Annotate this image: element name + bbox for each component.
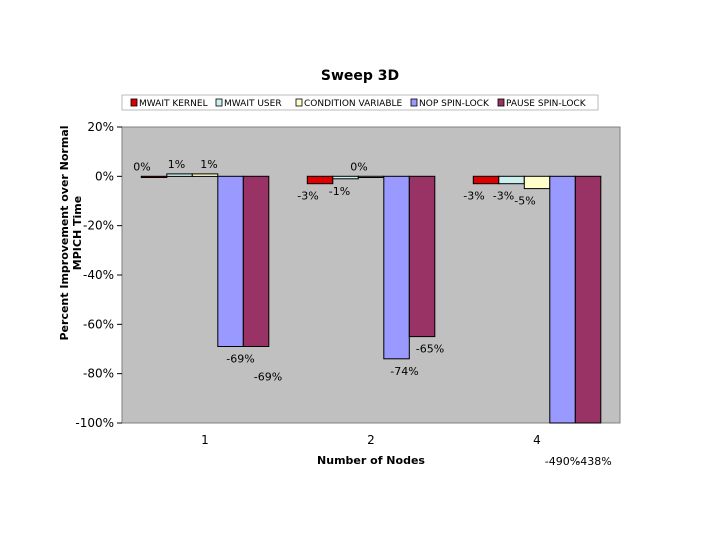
- x-tick-label: 4: [533, 433, 541, 447]
- data-label: -65%: [416, 343, 444, 356]
- bar: [498, 175, 525, 185]
- y-tick-label: -20%: [83, 219, 114, 233]
- y-axis-title-line-1: Percent Improvement over Normal: [58, 125, 71, 340]
- data-label: -3%: [297, 190, 318, 203]
- data-labels: 0% -3% -3% 1% -1% -3% 1% 0% -5% -69% -74% -490% -69%…: [133, 158, 611, 468]
- legend-label: CONDITION VARIABLE: [304, 99, 403, 109]
- data-label: -5%: [514, 195, 535, 208]
- bar: [140, 175, 168, 179]
- data-label: -3%: [463, 190, 484, 203]
- bar: [383, 175, 410, 360]
- y-tick-label: -60%: [83, 317, 114, 331]
- legend-swatch: [295, 98, 303, 107]
- data-label: -438%: [576, 455, 611, 468]
- bar: [191, 173, 219, 177]
- data-label: 1%: [168, 158, 185, 171]
- plot-area: [121, 126, 621, 424]
- x-tick-label: 1: [201, 433, 209, 447]
- y-tick-label: -100%: [75, 416, 114, 430]
- bar: [217, 175, 244, 347]
- bar: [472, 175, 500, 185]
- data-label: 0%: [133, 160, 150, 173]
- y-tick-label: 20%: [87, 120, 114, 134]
- data-label: -69%: [254, 371, 282, 384]
- x-axis-title: Number of Nodes: [317, 454, 425, 467]
- legend-swatch: [215, 98, 223, 107]
- data-label: -74%: [390, 365, 418, 378]
- legend: MWAIT KERNEL MWAIT USER CONDITION VARIABLE…: [121, 94, 599, 111]
- legend-label: NOP SPIN-LOCK: [419, 99, 490, 109]
- y-axis: 20% 0% -20% -40% -60% -80% -100%: [75, 120, 122, 430]
- legend-swatch: [497, 98, 505, 107]
- y-tick-label: -40%: [83, 268, 114, 282]
- legend-label: PAUSE SPIN-LOCK: [506, 99, 587, 109]
- x-tick-label: 2: [367, 433, 375, 447]
- bar: [523, 175, 551, 190]
- bar: [574, 175, 602, 424]
- y-tick-label: 0%: [95, 169, 114, 183]
- y-axis-title-line-2: MPICH Time: [71, 196, 84, 270]
- legend-label: MWAIT KERNEL: [139, 99, 208, 109]
- bar: [306, 175, 334, 185]
- data-label: -69%: [226, 353, 254, 366]
- bar: [242, 175, 270, 347]
- bar: [408, 175, 436, 338]
- data-label: 1%: [200, 158, 217, 171]
- bars: [140, 173, 602, 424]
- bar: [166, 173, 193, 177]
- x-axis: 1 2 4: [201, 433, 541, 447]
- data-label: -3%: [493, 190, 514, 203]
- bar: [332, 175, 359, 180]
- legend-swatch: [410, 98, 418, 107]
- legend-label: MWAIT USER: [224, 99, 282, 109]
- bar: [357, 175, 385, 179]
- chart-title: Sweep 3D: [321, 68, 399, 84]
- y-tick-label: -80%: [83, 367, 114, 381]
- data-label: 0%: [350, 160, 367, 173]
- data-label: -1%: [329, 185, 350, 198]
- data-label: -490%: [545, 455, 580, 468]
- legend-box: [121, 94, 599, 111]
- bar: [549, 175, 576, 424]
- legend-swatch: [130, 98, 138, 107]
